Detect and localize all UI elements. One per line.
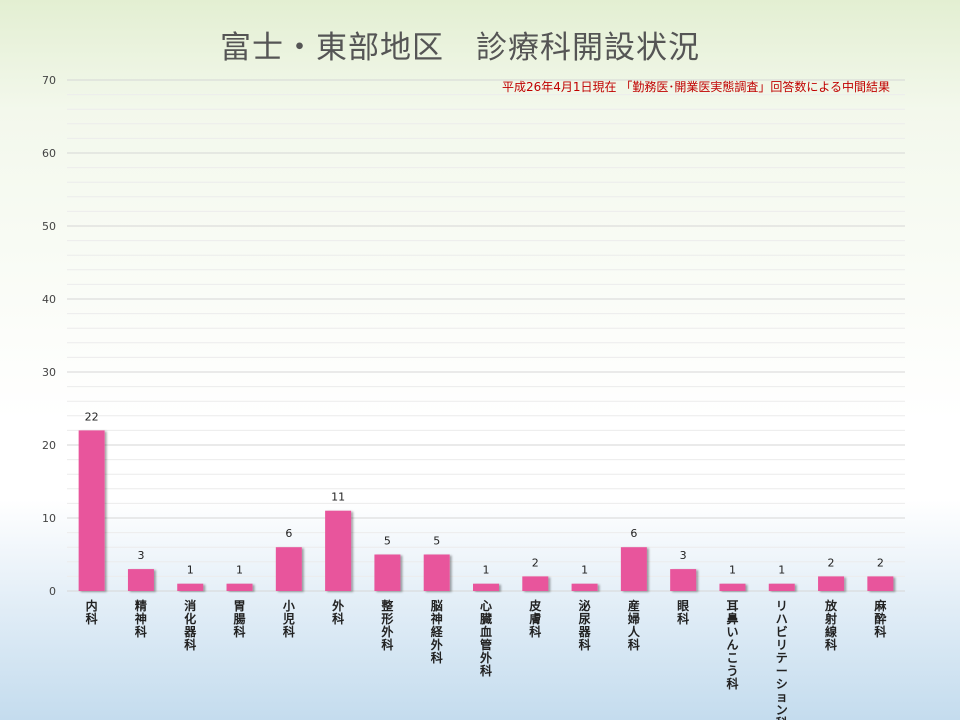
data-label: 3 [137,549,144,562]
x-tick-label: 耳鼻いんこう科 [726,599,738,691]
bar [226,583,253,591]
data-label: 11 [331,491,345,504]
chart-subtitle: 平成26年4月1日現在 「勤務医･開業医実態調査」回答数による中間結果 [502,80,890,94]
y-tick-label: 60 [42,147,56,160]
x-tick-label: 麻酔科 [873,598,887,639]
bar [177,583,204,591]
chart-title: 富士・東部地区 診療科開設状況 [220,30,700,66]
x-tick-label: 皮膚科 [528,598,541,639]
data-label: 5 [433,535,440,548]
bar [78,430,105,591]
x-tick-label: 眼科 [677,599,689,626]
x-tick-label: 消化器科 [183,598,197,652]
bar [423,554,450,591]
x-tick-label: リハビリテーション科 [776,599,788,720]
bar [275,547,302,591]
y-tick-label: 30 [42,366,56,379]
x-tick-label: 内科 [86,598,98,626]
y-tick-label: 50 [42,220,56,233]
data-label: 6 [285,527,292,540]
bars [78,430,894,591]
bar [571,583,598,591]
data-label: 1 [778,564,785,577]
gridlines [67,79,905,592]
y-axis-ticks: 0 10 20 30 40 50 60 70 [42,74,56,598]
bar [127,569,154,591]
bar [867,576,894,591]
y-tick-label: 70 [42,74,56,87]
x-tick-label: 精神科 [135,598,147,639]
data-label: 1 [236,564,243,577]
data-label: 1 [729,564,736,577]
data-label: 22 [85,410,99,423]
y-tick-label: 40 [42,293,56,306]
bar [818,576,845,591]
data-label: 2 [828,556,835,569]
data-label: 1 [483,564,490,577]
data-label: 3 [680,549,687,562]
data-label: 5 [384,535,391,548]
x-tick-label: 脳神経外科 [431,598,444,665]
bar [522,576,549,591]
x-tick-label: 外科 [332,598,344,626]
y-tick-label: 0 [49,585,56,598]
x-tick-label: 泌尿器科 [578,598,592,652]
data-label: 6 [630,527,637,540]
bar [768,583,795,591]
x-tick-label: 小児科 [282,598,295,639]
x-tick-label: 産婦人科 [627,598,641,652]
bar [325,510,352,591]
y-tick-label: 10 [42,512,56,525]
bar [620,547,647,591]
data-label: 1 [187,564,194,577]
bar [670,569,697,591]
data-label: 2 [877,556,884,569]
x-tick-label: 放射線科 [824,598,838,652]
y-tick-label: 20 [42,439,56,452]
bar [473,583,499,591]
bar [374,554,401,591]
bar [719,583,746,591]
x-axis-labels: 内科 精神科 消化器科 胃腸科 小児科 外科 整形外科 脳神経外科 心臓血管外科 皮膚科 泌尿器科 産… [86,598,888,720]
x-tick-label: 心臓血管外科 [480,599,492,678]
data-label: 1 [581,564,588,577]
x-tick-label: 整形外科 [380,598,393,652]
data-label: 2 [532,556,539,569]
x-tick-label: 胃腸科 [234,599,246,639]
